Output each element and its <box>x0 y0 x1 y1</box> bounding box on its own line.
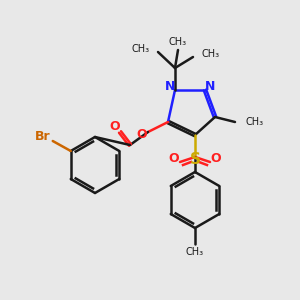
Text: O: O <box>137 128 147 140</box>
Text: S: S <box>190 152 200 166</box>
Text: CH₃: CH₃ <box>186 247 204 257</box>
Text: N: N <box>165 80 175 94</box>
Text: CH₃: CH₃ <box>245 117 263 127</box>
Text: O: O <box>211 152 221 166</box>
Text: Br: Br <box>35 130 51 143</box>
Text: CH₃: CH₃ <box>169 37 187 47</box>
Text: O: O <box>169 152 179 166</box>
Text: CH₃: CH₃ <box>132 44 150 54</box>
Text: CH₃: CH₃ <box>201 49 219 59</box>
Text: N: N <box>205 80 215 94</box>
Text: O: O <box>110 121 120 134</box>
